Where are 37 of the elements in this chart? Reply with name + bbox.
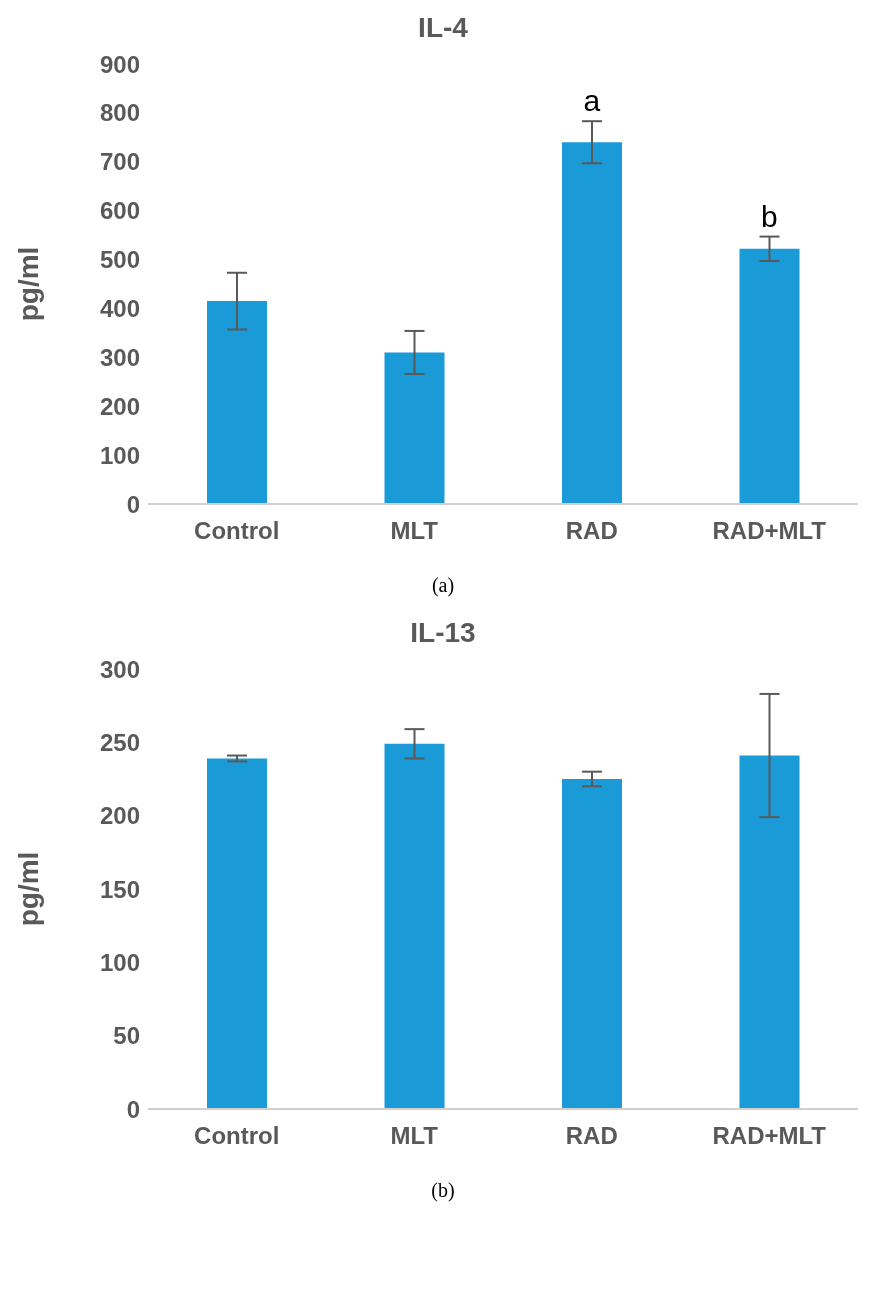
y-tick-label: 100 <box>99 441 140 469</box>
annotation: b <box>760 199 778 233</box>
y-tick-label: 300 <box>99 655 140 683</box>
x-tick-label: RAD <box>565 517 618 545</box>
y-tick-label: 200 <box>99 802 140 830</box>
bar <box>384 352 445 504</box>
y-tick-label: 600 <box>99 197 140 225</box>
bar <box>562 142 622 504</box>
y-tick-label: 900 <box>99 50 140 78</box>
annotation: a <box>583 84 601 118</box>
bar <box>739 248 800 504</box>
y-axis-title: pg/ml <box>12 851 44 927</box>
y-tick-label: 700 <box>99 148 140 176</box>
text: (b) <box>430 1179 456 1202</box>
chart-title: IL-13 <box>409 617 477 649</box>
y-tick-label: 150 <box>99 875 140 903</box>
x-tick-label: Control <box>194 1122 280 1150</box>
x-tick-label: RAD+MLT <box>712 517 827 545</box>
y-axis-title: pg/ml <box>12 246 44 322</box>
y-tick-label: 200 <box>99 392 140 420</box>
text: (a) <box>430 574 456 597</box>
y-tick-label: 0 <box>126 490 140 518</box>
x-tick-label: MLT <box>390 517 439 545</box>
y-tick-label: 250 <box>99 728 140 756</box>
x-tick-label: RAD+MLT <box>712 1122 827 1150</box>
x-tick-label: Control <box>194 517 280 545</box>
x-tick-label: MLT <box>390 1122 439 1150</box>
y-tick-label: 100 <box>99 948 140 976</box>
y-tick-label: 800 <box>99 99 140 127</box>
x-tick-label: RAD <box>565 1122 618 1150</box>
y-tick-label: 0 <box>126 1095 140 1123</box>
y-tick-label: 500 <box>99 246 140 274</box>
bar <box>207 301 267 504</box>
y-tick-label: 300 <box>99 343 140 371</box>
y-tick-label: 50 <box>113 1022 140 1050</box>
y-tick-label: 400 <box>99 294 140 322</box>
chart-title: IL-4 <box>417 12 469 44</box>
